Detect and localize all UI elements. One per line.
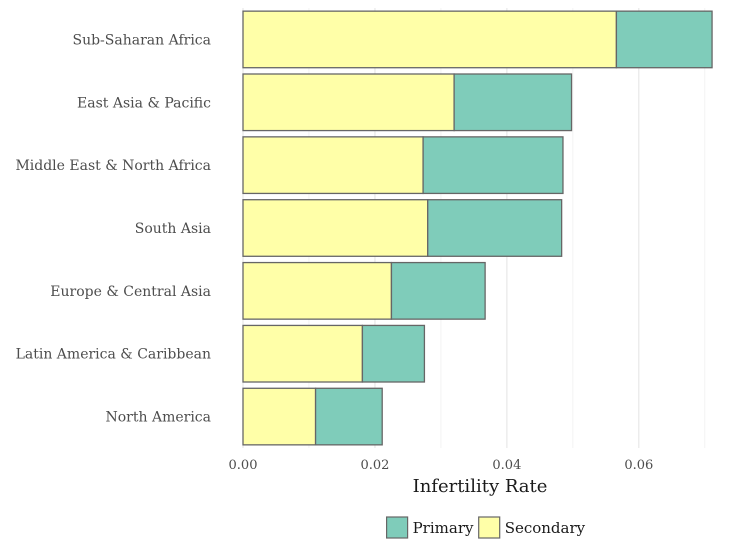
bar-segment-primary — [422, 136, 564, 195]
x-axis-ticks: 0.00 0.02 0.04 0.06 — [229, 458, 654, 473]
category-label: Latin America & Caribbean — [16, 347, 211, 363]
x-tick-label: 0.06 — [624, 458, 653, 473]
bar-segment-primary — [314, 387, 383, 446]
legend-label: Secondary — [505, 519, 586, 537]
category-label: East Asia & Pacific — [77, 95, 211, 111]
x-tick-label: 0.00 — [229, 458, 258, 473]
bar-segment-primary — [453, 73, 573, 132]
category-label: Middle East & North Africa — [15, 158, 211, 174]
bar-segment-secondary — [242, 199, 429, 257]
category-label: Europe & Central Asia — [50, 284, 211, 300]
bars — [242, 10, 713, 446]
bar-segment-secondary — [242, 261, 393, 320]
bar-segment-secondary — [242, 387, 317, 446]
bar-segment-primary — [615, 10, 713, 69]
bar-segment-primary — [427, 199, 563, 257]
legend-key-secondary — [478, 516, 501, 539]
x-axis-title: Infertility Rate — [413, 476, 548, 497]
bar-segment-secondary — [242, 136, 424, 195]
bar-segment-secondary — [242, 324, 364, 383]
legend-label: Primary — [413, 519, 474, 537]
bar-segment-secondary — [242, 73, 455, 132]
bar-segment-primary — [390, 261, 486, 320]
x-tick-label: 0.04 — [492, 458, 521, 473]
category-label: North America — [106, 410, 212, 426]
bar-segment-secondary — [242, 10, 618, 69]
bar-segment-primary — [361, 324, 426, 383]
legend: Primary Secondary — [386, 516, 586, 539]
category-label: Sub-Saharan Africa — [72, 32, 211, 48]
category-label: South Asia — [135, 221, 211, 237]
category-labels: Sub-Saharan Africa East Asia & Pacific Mid… — [15, 32, 211, 425]
x-tick-label: 0.02 — [360, 458, 389, 473]
legend-key-primary — [386, 516, 409, 539]
